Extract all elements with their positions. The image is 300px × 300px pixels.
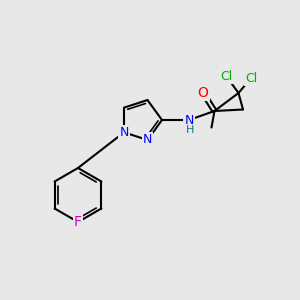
- Text: N: N: [143, 134, 152, 146]
- Text: O: O: [198, 86, 208, 100]
- Text: N: N: [184, 113, 194, 127]
- Text: Cl: Cl: [245, 71, 257, 85]
- Text: Cl: Cl: [220, 70, 232, 83]
- Text: N: N: [119, 126, 129, 139]
- Text: F: F: [74, 215, 82, 229]
- Text: H: H: [186, 124, 195, 135]
